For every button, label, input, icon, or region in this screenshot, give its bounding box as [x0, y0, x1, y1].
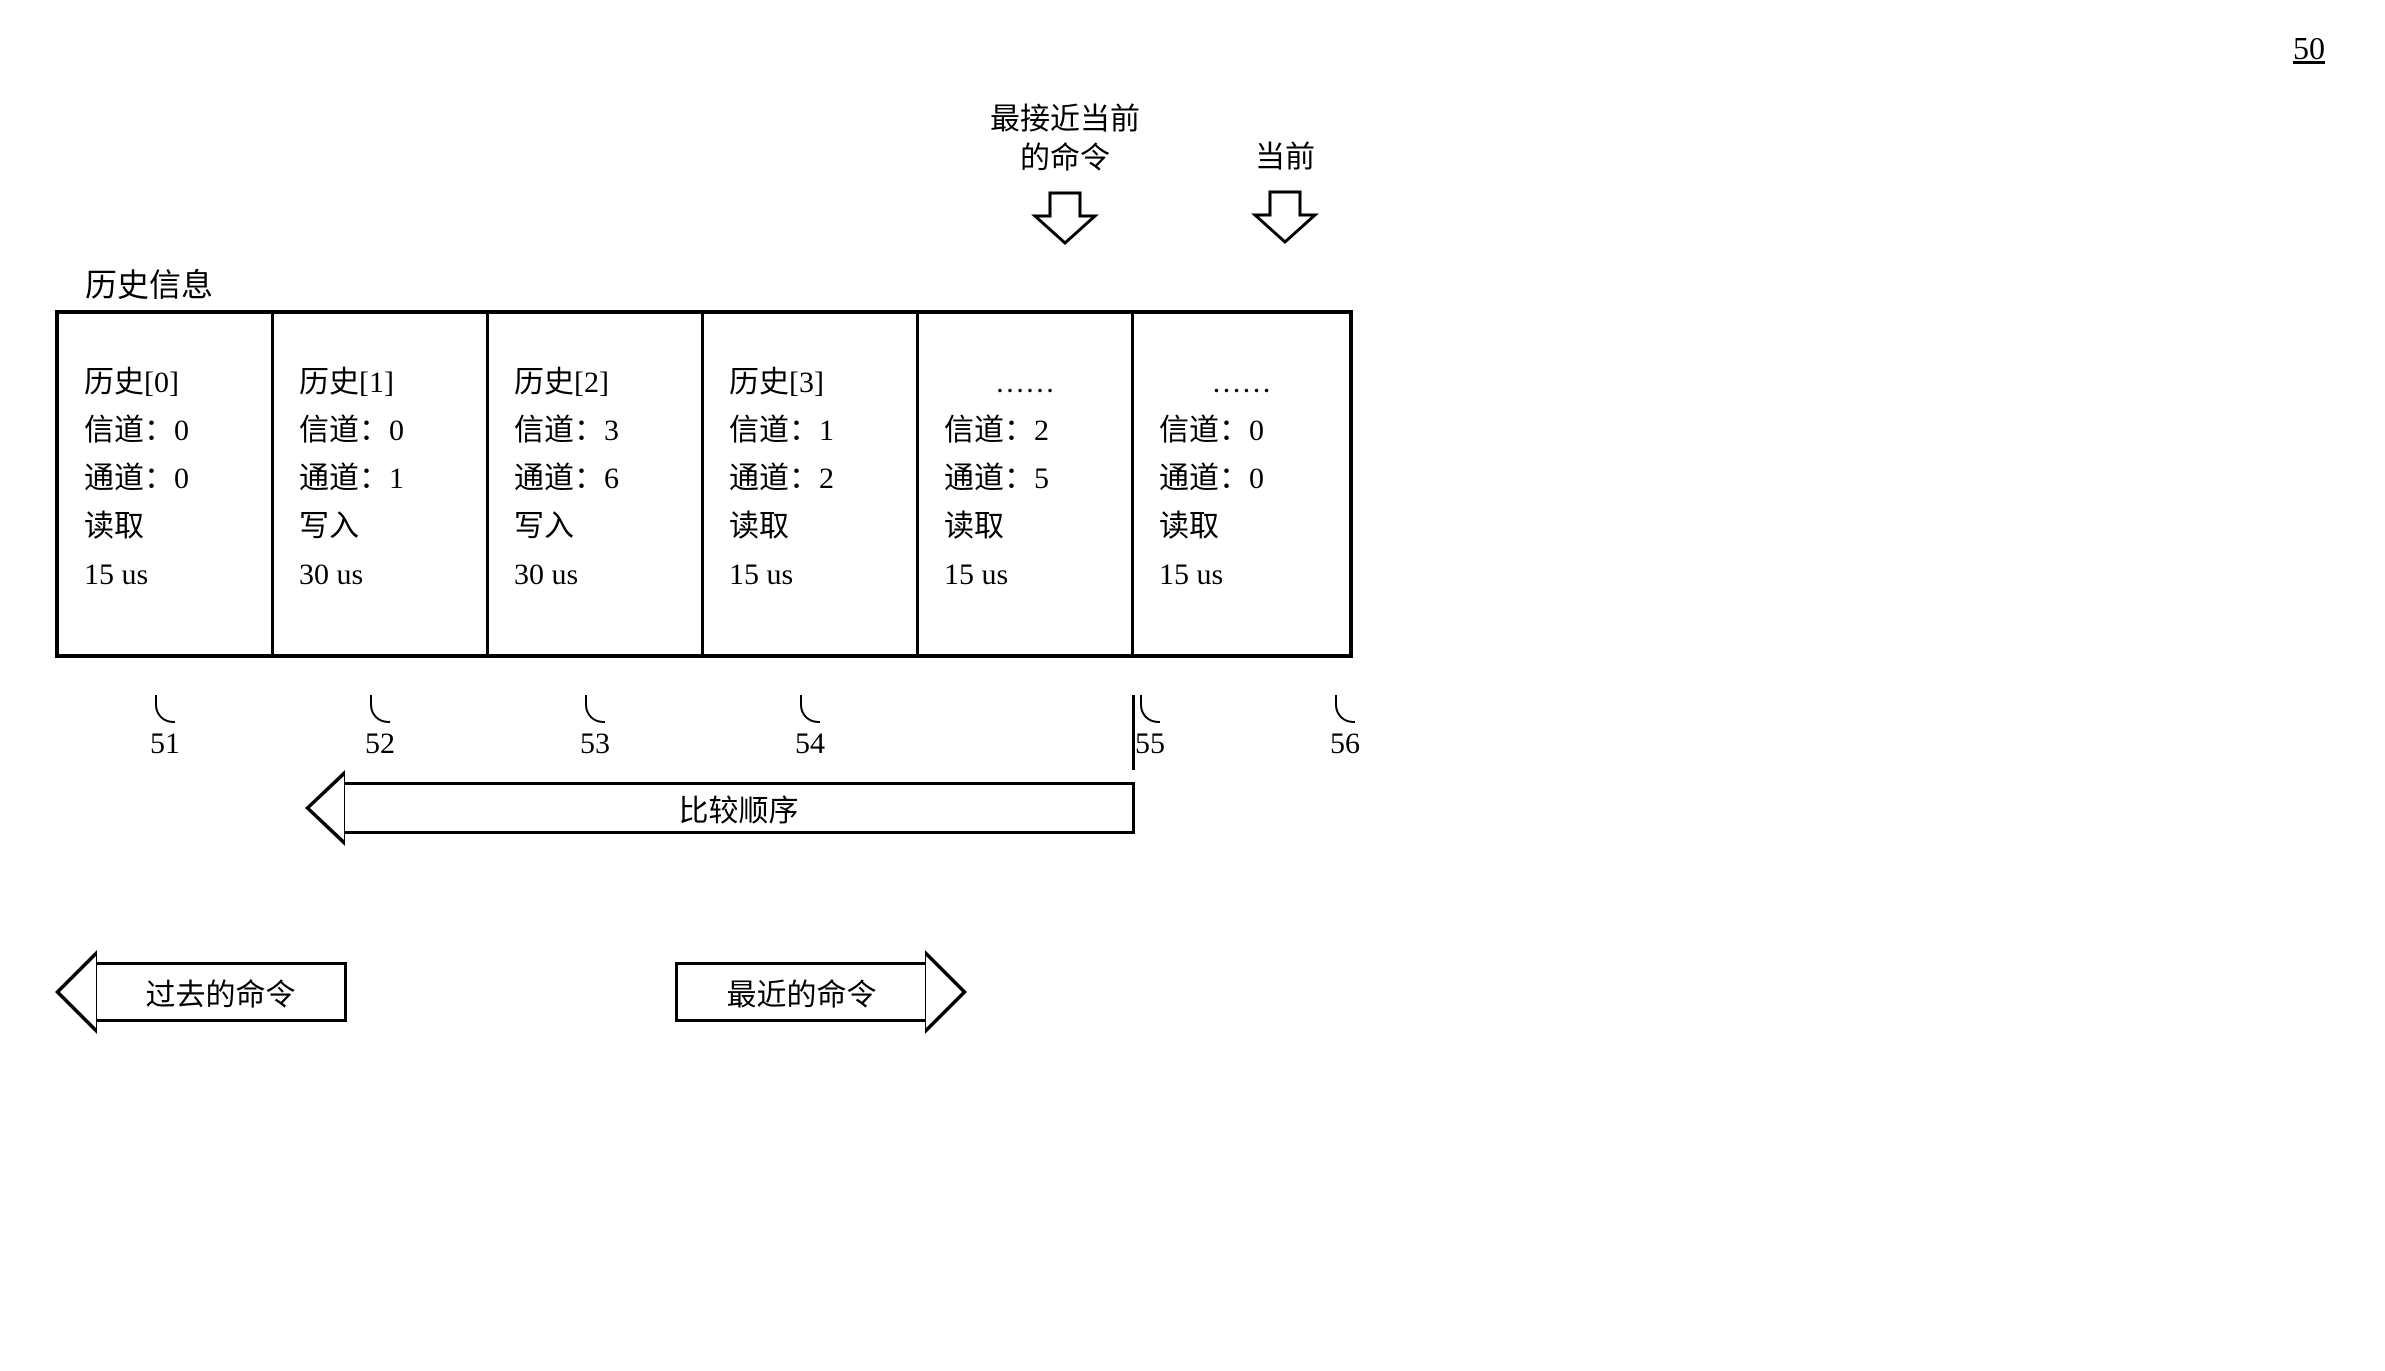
cell-title: 历史[2] [514, 359, 676, 407]
cell-channel: 信道：0 [84, 407, 246, 455]
cell-op: 写入 [299, 503, 461, 551]
cell-op: 读取 [729, 503, 891, 551]
ref-tick-icon [370, 695, 390, 723]
recent-commands-label: 最近的命令 [727, 970, 877, 1014]
compare-label: 比较顺序 [679, 786, 799, 830]
cell-title: …… [1159, 359, 1324, 407]
compare-arrow-body: 比较顺序 [345, 782, 1135, 834]
arrow-head-right-icon [925, 950, 967, 1034]
cell-title: 历史[1] [299, 359, 461, 407]
cell-passage: 通道：1 [299, 455, 461, 503]
cell-passage: 通道：0 [84, 455, 246, 503]
ref-56: 56 [1330, 695, 1360, 761]
label-nearest-current: 最接近当前 的命令 [990, 100, 1140, 248]
ref-tick-icon [155, 695, 175, 723]
ref-tick-icon [800, 695, 820, 723]
arrow-body: 最近的命令 [675, 962, 925, 1022]
history-cell-0: 历史[0] 信道：0 通道：0 读取 15 us [59, 314, 274, 654]
cell-passage: 通道：6 [514, 455, 676, 503]
cell-op: 读取 [944, 503, 1106, 551]
cell-channel: 信道：2 [944, 407, 1106, 455]
figure-number: 50 [2293, 30, 2325, 67]
cell-channel: 信道：0 [299, 407, 461, 455]
recent-commands-arrow: 最近的命令 [675, 950, 967, 1034]
cell-time: 30 us [299, 551, 461, 599]
arrow-body: 过去的命令 [97, 962, 347, 1022]
cell-channel: 信道：1 [729, 407, 891, 455]
cell-time: 15 us [84, 551, 246, 599]
cell-channel: 信道：3 [514, 407, 676, 455]
cell-time: 15 us [729, 551, 891, 599]
ref-54: 54 [795, 695, 825, 761]
cell-channel: 信道：0 [1159, 407, 1324, 455]
arrow-head-left-icon [55, 950, 97, 1034]
history-table: 历史[0] 信道：0 通道：0 读取 15 us 历史[1] 信道：0 通道：1… [55, 310, 1353, 658]
ref-53: 53 [580, 695, 610, 761]
down-arrow-icon [1250, 187, 1320, 247]
cell-passage: 通道：5 [944, 455, 1106, 503]
cell-title: 历史[0] [84, 359, 246, 407]
cell-op: 读取 [84, 503, 246, 551]
label-current-text: 当前 [1250, 138, 1320, 177]
cell-op: 读取 [1159, 503, 1324, 551]
cell-passage: 通道：0 [1159, 455, 1324, 503]
label-nearest-text-2: 的命令 [990, 139, 1140, 178]
cell-time: 30 us [514, 551, 676, 599]
arrow-head-left-icon [305, 770, 345, 846]
cell-passage: 通道：2 [729, 455, 891, 503]
past-commands-arrow: 过去的命令 [55, 950, 347, 1034]
down-arrow-icon [1030, 188, 1100, 248]
label-nearest-text-1: 最接近当前 [990, 100, 1140, 139]
label-current: 当前 [1250, 138, 1320, 247]
cell-title: 历史[3] [729, 359, 891, 407]
history-cell-1: 历史[1] 信道：0 通道：1 写入 30 us [274, 314, 489, 654]
ref-52: 52 [365, 695, 395, 761]
ref-tick-icon [1140, 695, 1160, 723]
ref-51: 51 [150, 695, 180, 761]
cell-time: 15 us [1159, 551, 1324, 599]
past-commands-label: 过去的命令 [146, 970, 296, 1014]
cell-op: 写入 [514, 503, 676, 551]
ref-tick-icon [585, 695, 605, 723]
history-cell-2: 历史[2] 信道：3 通道：6 写入 30 us [489, 314, 704, 654]
ref-tick-icon [1335, 695, 1355, 723]
ref-55: 55 [1135, 695, 1165, 761]
history-cell-3: 历史[3] 信道：1 通道：2 读取 15 us [704, 314, 919, 654]
compare-vertical-line [1132, 695, 1135, 770]
history-cell-4: …… 信道：2 通道：5 读取 15 us [919, 314, 1134, 654]
history-title: 历史信息 [85, 260, 213, 306]
history-cell-5: …… 信道：0 通道：0 读取 15 us [1134, 314, 1349, 654]
cell-time: 15 us [944, 551, 1106, 599]
cell-title: …… [944, 359, 1106, 407]
compare-arrow: 比较顺序 [305, 770, 1135, 846]
